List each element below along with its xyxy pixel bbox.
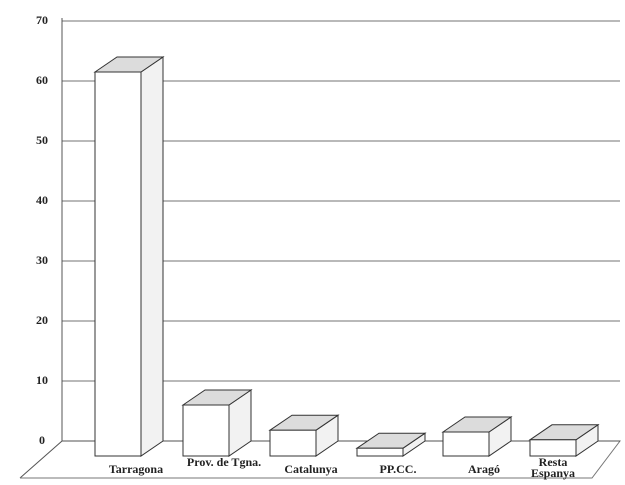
x-tick-label: Catalunya xyxy=(284,462,338,476)
bar xyxy=(442,431,490,457)
bar xyxy=(269,429,317,457)
bar xyxy=(356,447,404,457)
x-tick-label: Prov. de Tgna. xyxy=(186,455,262,469)
y-tick-label: 70 xyxy=(36,13,48,27)
bar xyxy=(529,439,577,457)
y-tick-label: 30 xyxy=(36,253,48,267)
bar xyxy=(182,404,230,457)
axis xyxy=(19,18,63,479)
y-tick-label: 0 xyxy=(39,433,45,447)
y-tick-label: 20 xyxy=(36,313,48,327)
y-tick-label: 50 xyxy=(36,133,48,147)
y-tick-label: 60 xyxy=(36,73,48,87)
bar-side xyxy=(140,56,164,457)
x-tick-label: Resta Espanya xyxy=(530,455,576,480)
x-tick-label: PP.CC. xyxy=(379,462,417,476)
y-tick-label: 40 xyxy=(36,193,48,207)
bar xyxy=(94,71,142,457)
y-tick-label: 10 xyxy=(36,373,48,387)
x-tick-label: Tarragona xyxy=(108,462,164,476)
x-tick-label: Aragó xyxy=(468,462,500,476)
